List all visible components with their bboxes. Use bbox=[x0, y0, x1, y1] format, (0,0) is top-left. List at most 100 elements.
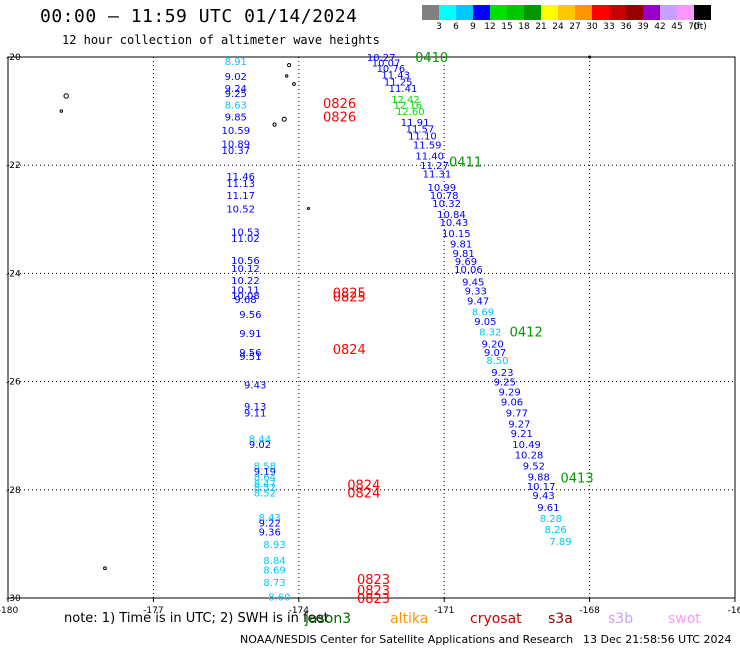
color-legend: 3 6 9 12 15 18 21 24 27 30 33 36 39 42 45 70 (ft) bbox=[422, 5, 711, 34]
swh-value-label: 10.59 bbox=[221, 126, 250, 137]
swh-value-label: 11.13 bbox=[226, 179, 255, 190]
legend-label: 6 bbox=[453, 22, 459, 32]
pass-time-label: 0410 bbox=[415, 51, 448, 66]
legend-swatch bbox=[439, 5, 456, 20]
pass-time-label: 0826 bbox=[323, 111, 356, 126]
legend-label: 70 bbox=[688, 22, 700, 32]
swh-value-label: 8.60 bbox=[268, 592, 290, 603]
legend-label: 18 bbox=[518, 22, 530, 32]
legend-label: 36 bbox=[620, 22, 632, 32]
mission-legend-cryosat: cryosat bbox=[470, 611, 522, 627]
pass-time-label: 0823 bbox=[357, 573, 390, 588]
swh-value-label: 10.17 bbox=[527, 482, 556, 493]
legend-swatch bbox=[541, 5, 558, 20]
y-tick-label: -28 bbox=[6, 486, 21, 496]
pass-time-label: 0825 bbox=[333, 291, 366, 306]
swh-value-label: 9.13 bbox=[244, 402, 266, 413]
swh-value-label: 8.32 bbox=[479, 327, 501, 338]
legend-label: 15 bbox=[501, 22, 513, 32]
swh-value-label: 7.89 bbox=[549, 537, 571, 548]
swh-value-label: 10.76 bbox=[377, 64, 406, 75]
swh-value-label: 10.22 bbox=[231, 276, 260, 287]
swh-value-label: 9.56 bbox=[239, 310, 261, 321]
swh-value-label: 9.52 bbox=[523, 461, 545, 472]
swh-value-label: 9.68 bbox=[234, 295, 256, 306]
swh-value-label: 9.23 bbox=[491, 368, 513, 379]
swh-value-label: 9.88 bbox=[528, 472, 550, 483]
swh-value-label: 9.02 bbox=[249, 440, 271, 451]
pass-time-label: 0412 bbox=[510, 325, 543, 340]
island-outline bbox=[59, 109, 64, 113]
island-outline bbox=[284, 74, 289, 78]
x-tick-label: -177 bbox=[143, 606, 163, 616]
swh-value-label: 11.31 bbox=[423, 169, 452, 180]
legend-label: 24 bbox=[552, 22, 564, 32]
mission-legend-swot: swot bbox=[668, 611, 701, 627]
pass-time-label: 0411 bbox=[449, 155, 482, 170]
pass-time-label: 0824 bbox=[333, 343, 366, 358]
legend-swatch bbox=[490, 5, 507, 20]
swh-value-label: 8.26 bbox=[545, 525, 567, 536]
island-outline bbox=[588, 55, 592, 59]
swh-value-label: 11.10 bbox=[408, 131, 437, 142]
pass-time-label: 0825 bbox=[333, 286, 366, 301]
legend-swatch bbox=[575, 5, 592, 20]
y-tick-label: -30 bbox=[6, 594, 21, 604]
x-tick-label: -180 bbox=[0, 606, 18, 616]
legend-label: 21 bbox=[535, 22, 547, 32]
legend-swatch bbox=[643, 5, 660, 20]
island-outline bbox=[281, 116, 287, 122]
mission-legend-altika: altika bbox=[390, 611, 429, 627]
swh-value-label: 9.07 bbox=[484, 348, 506, 359]
legend-label: 33 bbox=[603, 22, 615, 32]
legend-swatch bbox=[677, 5, 694, 20]
legend-swatches bbox=[422, 5, 711, 20]
swh-value-label: 10.78 bbox=[430, 191, 459, 202]
y-tick-label: -26 bbox=[6, 378, 21, 388]
x-tick-label: -174 bbox=[289, 606, 310, 616]
swh-value-label: 9.33 bbox=[465, 287, 487, 298]
swh-value-label: 11.46 bbox=[226, 172, 255, 183]
swh-value-label: 8.93 bbox=[263, 540, 285, 551]
legend-swatch bbox=[592, 5, 609, 20]
swh-value-label: 8.44 bbox=[249, 434, 271, 445]
swh-value-label: 9.29 bbox=[498, 387, 520, 398]
swh-value-label: 12.60 bbox=[396, 107, 425, 118]
swh-value-label: 12.16 bbox=[394, 101, 423, 112]
plot-frame bbox=[7, 56, 736, 599]
island-outline bbox=[272, 122, 277, 127]
swh-value-label: 9.36 bbox=[259, 527, 281, 538]
swh-value-label: 10.99 bbox=[427, 183, 456, 194]
swh-value-label: 11.57 bbox=[406, 124, 435, 135]
swh-value-label: 8.58 bbox=[254, 461, 276, 472]
swh-value-label: 8.69 bbox=[263, 565, 285, 576]
swh-value-label: 11.40 bbox=[415, 151, 444, 162]
swh-value-label: 9.81 bbox=[450, 240, 472, 251]
swh-value-label: 9.91 bbox=[239, 329, 261, 340]
swh-value-label: 9.77 bbox=[506, 408, 528, 419]
swh-value-label: 10.52 bbox=[226, 204, 255, 215]
pass-time-label: 0824 bbox=[347, 487, 380, 502]
legend-swatch bbox=[422, 5, 439, 20]
swh-value-label: 11.17 bbox=[226, 191, 255, 202]
swh-value-label: 10.89 bbox=[221, 140, 250, 151]
legend-label: 45 bbox=[671, 22, 683, 32]
legend-swatch bbox=[456, 5, 473, 20]
x-tick-label: -168 bbox=[579, 606, 600, 616]
swh-value-label: 10.32 bbox=[432, 199, 461, 210]
swh-value-label: 9.25 bbox=[225, 89, 247, 100]
swh-value-label: 9.06 bbox=[501, 398, 523, 409]
swh-value-label: 9.05 bbox=[474, 317, 496, 328]
swh-value-label: 12.42 bbox=[391, 95, 420, 106]
island-outline bbox=[287, 63, 292, 68]
legend-swatch bbox=[660, 5, 677, 20]
legend-swatch bbox=[558, 5, 575, 20]
swh-value-label: 11.41 bbox=[389, 84, 418, 95]
swh-value-label: 8.28 bbox=[540, 514, 562, 525]
swh-value-label: 8.84 bbox=[263, 556, 285, 567]
pass-time-label: 0826 bbox=[323, 97, 356, 112]
swh-value-label: 10.11 bbox=[231, 286, 260, 297]
x-tick-label: -16 bbox=[728, 606, 740, 616]
swh-value-label: 10.07 bbox=[372, 58, 401, 69]
